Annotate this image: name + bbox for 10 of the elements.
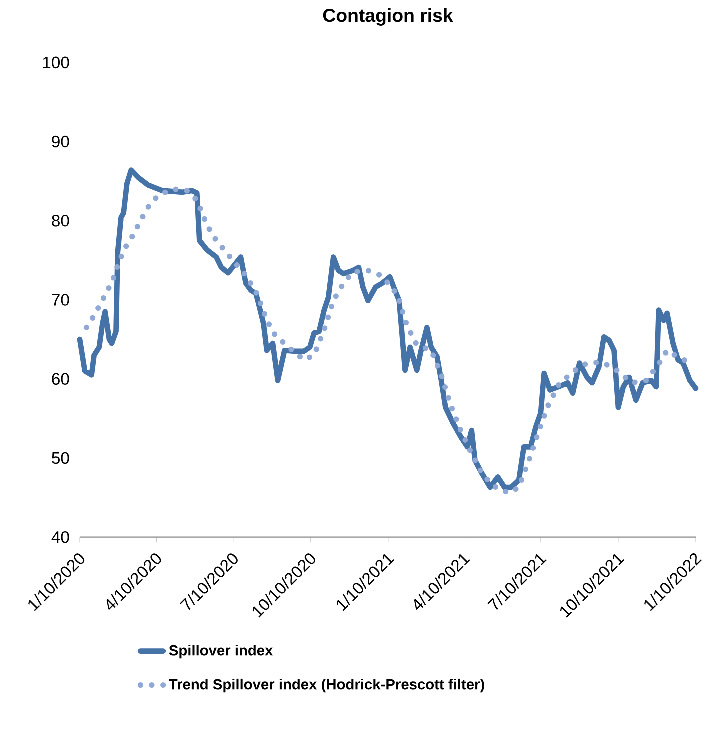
y-tick-label: 80: [52, 215, 70, 227]
legend-label: Trend Spillover index (Hodrick-Prescott filter): [169, 678, 484, 693]
y-tick-label: 100: [43, 56, 70, 69]
y-tick-label: 40: [52, 531, 70, 544]
y-tick-label: 50: [52, 452, 70, 464]
y-tick-label: 60: [52, 373, 70, 386]
chart-title: Contagion risk: [323, 8, 454, 26]
y-tick-label: 70: [52, 294, 70, 306]
y-tick-label: 90: [52, 136, 70, 148]
legend-label: Spillover index: [169, 644, 274, 659]
